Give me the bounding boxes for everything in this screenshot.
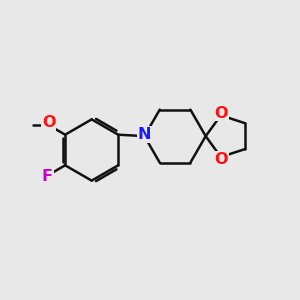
- Text: F: F: [42, 169, 53, 184]
- Text: O: O: [214, 106, 228, 121]
- Text: O: O: [214, 152, 228, 167]
- Text: O: O: [42, 115, 56, 130]
- Text: N: N: [138, 127, 151, 142]
